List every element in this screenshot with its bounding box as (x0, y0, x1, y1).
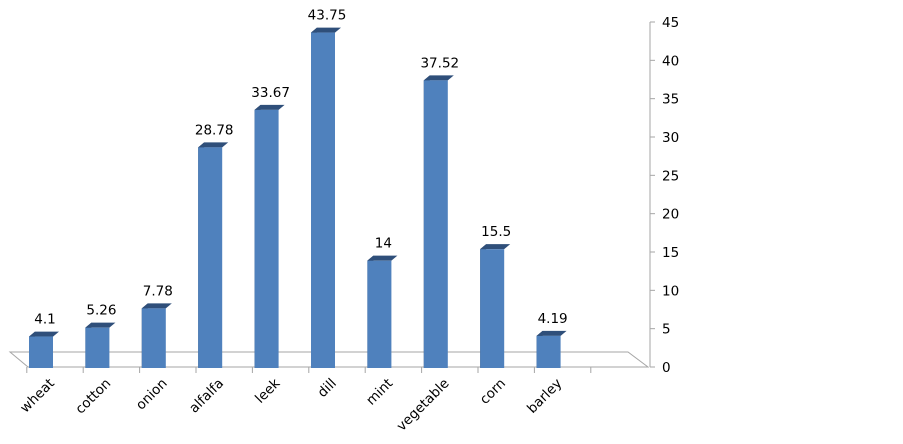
x-tick-label: cotton (72, 376, 114, 418)
data-label: 7.78 (143, 283, 173, 299)
bar-front-face (480, 249, 505, 368)
y-tick-label: 25 (662, 168, 679, 184)
y-tick-label: 35 (662, 92, 679, 108)
bar (141, 303, 172, 368)
y-tick-label: 15 (662, 245, 679, 261)
bar (480, 244, 511, 368)
y-tick-label: 0 (662, 360, 671, 376)
bar-front-face (254, 109, 279, 368)
bar-front-face (311, 32, 335, 368)
y-tick-label: 5 (662, 322, 671, 338)
bar (311, 27, 341, 368)
data-label: 5.26 (86, 303, 116, 319)
x-tick-label: onion (133, 376, 171, 414)
bar-top-face (536, 330, 567, 336)
bar (536, 330, 567, 368)
data-label: 28.78 (195, 122, 234, 138)
data-label: 4.19 (538, 311, 568, 327)
x-tick-label: alfalfa (186, 376, 227, 417)
y-tick-label: 20 (662, 207, 679, 223)
x-tick-label: leek (252, 375, 283, 406)
bar (254, 104, 285, 368)
bar-front-face (85, 327, 110, 368)
bar-top-face (254, 104, 285, 110)
bar-top-face (480, 244, 511, 250)
data-label: 14 (375, 236, 392, 252)
bar (85, 322, 116, 368)
x-tick-label: corn (477, 376, 509, 408)
bar-front-face (29, 336, 53, 368)
bar-top-face (198, 142, 229, 148)
bar (198, 142, 229, 368)
bars-layer (29, 27, 567, 368)
bar-front-face (198, 147, 223, 368)
bar (367, 255, 398, 368)
bar-top-face (311, 27, 341, 33)
bar-front-face (536, 335, 561, 368)
bar (29, 331, 59, 368)
x-tick-label: vegetable (394, 376, 453, 435)
y-tick-label: 40 (662, 53, 679, 69)
bar-top-face (423, 75, 454, 81)
data-label: 15.5 (481, 224, 511, 240)
bar-top-face (85, 322, 116, 328)
data-label: 33.67 (251, 85, 290, 101)
x-tick-label: mint (363, 376, 396, 409)
bar-top-face (29, 331, 59, 337)
bar-top-face (367, 255, 398, 261)
bar-front-face (367, 260, 392, 368)
bar-front-face (141, 308, 166, 368)
bar-top-face (141, 303, 172, 309)
y-tick-label: 30 (662, 130, 679, 146)
bar-front-face (423, 80, 448, 368)
x-tick-label: barley (524, 376, 565, 417)
data-label: 37.52 (420, 55, 459, 71)
y-tick-label: 10 (662, 283, 679, 299)
bar (423, 75, 454, 368)
data-label: 4.1 (34, 312, 55, 328)
x-tick-label: dill (314, 376, 339, 401)
y-tick-label: 45 (662, 15, 679, 31)
x-tick-label: wheat (17, 376, 58, 417)
text-layer: 0 5 10 15 20 25 30 35 40 45 4.1 wheat 5.26 cotton 7.78… (17, 8, 679, 435)
data-label: 43.75 (308, 8, 347, 24)
